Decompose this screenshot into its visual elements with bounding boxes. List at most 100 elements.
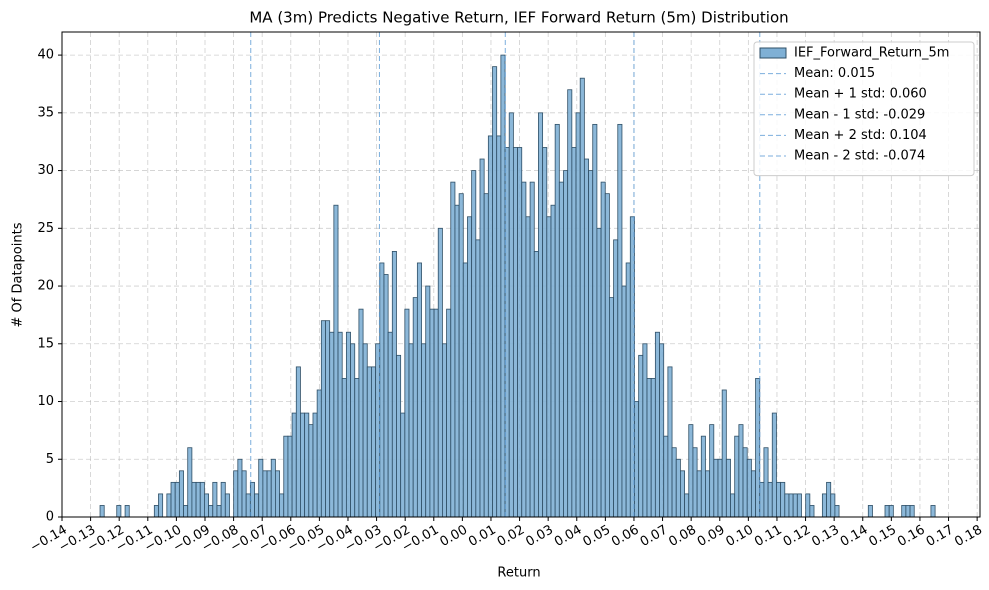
bar bbox=[187, 447, 193, 518]
bar bbox=[642, 343, 648, 518]
bar bbox=[383, 274, 389, 518]
bar bbox=[329, 331, 335, 518]
bar bbox=[700, 435, 706, 518]
bar bbox=[763, 447, 769, 518]
bar bbox=[617, 123, 623, 518]
bar bbox=[755, 378, 761, 518]
bar bbox=[178, 470, 184, 518]
bar bbox=[905, 505, 911, 518]
bar bbox=[153, 505, 159, 518]
bar bbox=[600, 181, 606, 518]
bar bbox=[245, 493, 251, 518]
bar bbox=[638, 354, 644, 518]
x-tick-label: 0.06 bbox=[609, 523, 642, 550]
bar bbox=[408, 343, 414, 518]
bar bbox=[266, 470, 272, 518]
bar bbox=[195, 481, 201, 518]
bar bbox=[571, 147, 577, 518]
bar bbox=[479, 158, 485, 518]
y-tick-label: 35 bbox=[37, 105, 54, 120]
bar bbox=[312, 412, 318, 518]
x-tick-label: 0.08 bbox=[666, 523, 699, 550]
bar bbox=[604, 193, 610, 518]
x-tick-label: 0.17 bbox=[924, 523, 957, 550]
bar bbox=[283, 435, 289, 518]
bar bbox=[759, 481, 765, 518]
bar bbox=[742, 447, 748, 518]
bar bbox=[909, 505, 915, 518]
bar bbox=[550, 204, 556, 518]
bar bbox=[654, 331, 660, 518]
x-tick-label: 0.15 bbox=[867, 523, 900, 550]
bar bbox=[613, 239, 619, 518]
bar bbox=[216, 505, 222, 518]
x-tick-label: 0.04 bbox=[552, 523, 585, 550]
legend-box bbox=[753, 41, 975, 177]
bar bbox=[308, 424, 314, 518]
bar bbox=[684, 493, 690, 518]
bar bbox=[300, 412, 306, 518]
bar bbox=[667, 366, 673, 518]
bar bbox=[583, 158, 589, 518]
bar bbox=[884, 505, 890, 518]
bar bbox=[254, 493, 260, 518]
bar bbox=[717, 458, 723, 518]
bar bbox=[575, 112, 581, 518]
bar bbox=[220, 481, 226, 518]
bar bbox=[425, 285, 431, 518]
bar bbox=[796, 493, 802, 518]
bar bbox=[483, 193, 489, 518]
bar bbox=[166, 493, 172, 518]
legend-label: IEF_Forward_Return_5m bbox=[794, 46, 949, 61]
bar bbox=[325, 320, 331, 518]
bar bbox=[734, 435, 740, 518]
x-tick-label: 0.05 bbox=[581, 523, 614, 550]
bar bbox=[592, 123, 598, 518]
bar bbox=[158, 493, 164, 518]
bar bbox=[634, 401, 640, 518]
bar bbox=[391, 251, 397, 518]
bar bbox=[609, 297, 615, 518]
bar bbox=[454, 204, 460, 518]
bar bbox=[529, 181, 535, 518]
x-tick-label: 0.07 bbox=[638, 523, 671, 550]
bar bbox=[354, 378, 360, 518]
bar bbox=[538, 112, 544, 518]
bar bbox=[500, 54, 506, 518]
bar bbox=[508, 112, 514, 518]
bar bbox=[738, 424, 744, 518]
y-tick-label: 30 bbox=[37, 163, 54, 178]
bar bbox=[588, 170, 594, 518]
bar bbox=[258, 458, 264, 518]
bar bbox=[462, 262, 468, 518]
bar bbox=[542, 147, 548, 518]
bar bbox=[366, 366, 372, 518]
bar bbox=[429, 308, 435, 518]
x-tick-label: 0.09 bbox=[695, 523, 728, 550]
x-tick-label: 0.16 bbox=[895, 523, 928, 550]
bar bbox=[821, 493, 827, 518]
bar bbox=[533, 251, 539, 518]
bar bbox=[625, 262, 631, 518]
bar bbox=[558, 181, 564, 518]
bar bbox=[116, 505, 122, 518]
bar bbox=[930, 505, 936, 518]
bar bbox=[358, 308, 364, 518]
bar bbox=[709, 424, 715, 518]
bar bbox=[270, 458, 276, 518]
y-tick-label: 5 bbox=[46, 452, 54, 467]
bar bbox=[333, 204, 339, 518]
bar bbox=[521, 181, 527, 518]
bar bbox=[680, 470, 685, 518]
bar bbox=[767, 481, 773, 518]
bar bbox=[191, 481, 197, 518]
bar bbox=[204, 493, 209, 518]
bar bbox=[304, 412, 310, 518]
bar bbox=[496, 135, 502, 518]
bar bbox=[688, 424, 694, 518]
bar bbox=[387, 331, 393, 518]
bar bbox=[295, 366, 301, 518]
x-tick-label: 0.13 bbox=[809, 523, 842, 550]
bar bbox=[646, 378, 652, 518]
